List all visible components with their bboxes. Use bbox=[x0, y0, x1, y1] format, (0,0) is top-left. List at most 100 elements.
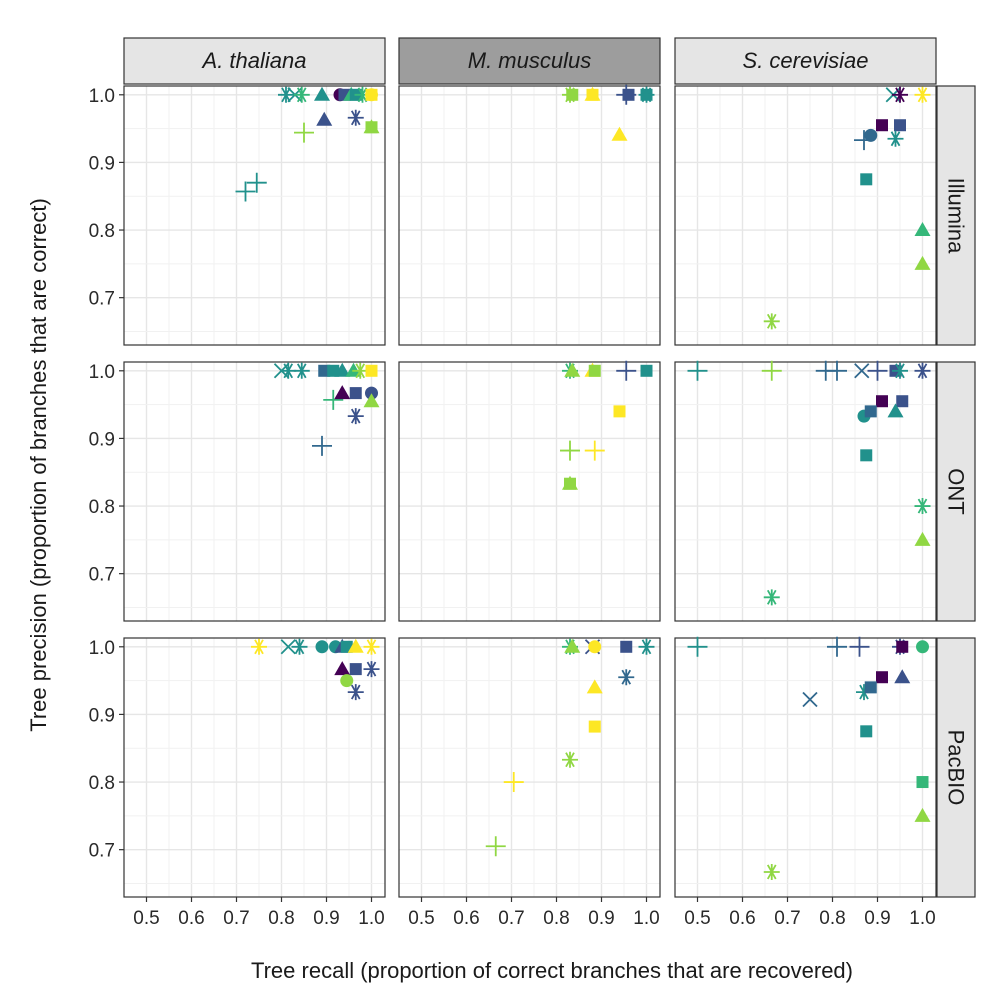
y-tick-label: 0.7 bbox=[89, 841, 115, 862]
x-tick-label: 1.0 bbox=[633, 908, 659, 929]
data-point-asterisk bbox=[914, 362, 931, 379]
column-strips: A. thaliana M. musculus S. cerevisiae bbox=[123, 37, 937, 85]
data-point-square bbox=[896, 395, 909, 408]
data-point-asterisk bbox=[280, 362, 297, 379]
data-point-triangle bbox=[564, 362, 581, 377]
data-point-plus bbox=[246, 172, 267, 193]
panel-border bbox=[674, 361, 937, 622]
column-strip-label: A. thaliana bbox=[201, 48, 307, 73]
y-tick-label: 0.8 bbox=[89, 497, 115, 518]
data-point-square bbox=[860, 449, 873, 462]
panel-points-1-2 bbox=[687, 360, 931, 606]
panel-background bbox=[399, 86, 660, 345]
data-point-triangle bbox=[564, 638, 581, 653]
panel-1-0 bbox=[123, 361, 386, 622]
data-point-asterisk bbox=[562, 751, 578, 768]
x-tick-label: 0.5 bbox=[408, 908, 434, 929]
data-point-asterisk bbox=[856, 684, 872, 701]
data-point-square bbox=[860, 173, 873, 186]
data-point-square bbox=[349, 663, 362, 676]
data-point-square bbox=[894, 119, 906, 132]
panel-points-0-1 bbox=[562, 84, 655, 141]
data-point-triangle bbox=[584, 86, 601, 101]
data-point-asterisk bbox=[914, 86, 931, 103]
y-tick-label: 1.0 bbox=[89, 362, 115, 383]
data-point-circle bbox=[365, 386, 378, 400]
data-point-plus bbox=[827, 636, 847, 657]
data-point-asterisk bbox=[347, 408, 364, 425]
data-point-triangle bbox=[914, 531, 931, 546]
data-point-square bbox=[896, 640, 909, 653]
data-point-plus bbox=[849, 636, 870, 657]
x-tick-label: 0.9 bbox=[864, 908, 890, 929]
data-point-square bbox=[622, 88, 635, 101]
x-tick-label: 0.8 bbox=[543, 908, 569, 929]
panel-0-2 bbox=[674, 85, 937, 346]
data-point-asterisk bbox=[763, 313, 780, 330]
data-point-square bbox=[349, 387, 362, 400]
panel-background bbox=[124, 86, 385, 345]
row-strip-bg bbox=[936, 637, 976, 898]
data-point-asterisk bbox=[347, 109, 364, 126]
data-point-triangle bbox=[334, 385, 351, 400]
x-tick-label: 0.8 bbox=[819, 908, 845, 929]
column-strip-bg bbox=[123, 37, 386, 85]
panel-points-1-0 bbox=[273, 362, 380, 456]
panel-gridlines bbox=[674, 638, 936, 897]
x-axis-title: Tree recall (proportion of correct branc… bbox=[251, 958, 853, 983]
data-point-triangle bbox=[345, 362, 362, 377]
data-point-triangle bbox=[914, 222, 931, 237]
data-point-square bbox=[564, 477, 576, 490]
x-tick-label: 0.9 bbox=[313, 908, 339, 929]
row-strip-label: ONT bbox=[944, 468, 969, 514]
column-strip-bg bbox=[674, 37, 937, 85]
panel-0-1 bbox=[398, 85, 661, 346]
data-point-asterisk bbox=[892, 362, 908, 379]
data-point-x bbox=[802, 691, 818, 708]
data-point-asterisk bbox=[763, 589, 780, 606]
data-point-square bbox=[365, 364, 378, 377]
data-point-square bbox=[876, 395, 888, 408]
data-point-plus bbox=[687, 636, 708, 657]
data-point-triangle bbox=[914, 255, 931, 270]
data-point-square bbox=[864, 405, 877, 418]
data-point-asterisk bbox=[887, 130, 904, 147]
x-tick-label: 0.8 bbox=[268, 908, 294, 929]
data-point-circle bbox=[916, 640, 929, 654]
data-point-triangle bbox=[611, 126, 628, 141]
x-tick-label: 0.7 bbox=[498, 908, 524, 929]
data-point-square bbox=[613, 405, 626, 418]
panel-background bbox=[124, 362, 385, 621]
data-point-plus bbox=[560, 440, 580, 461]
data-point-square bbox=[864, 681, 877, 694]
data-point-asterisk bbox=[347, 684, 364, 701]
panel-2-0 bbox=[123, 637, 386, 898]
data-point-asterisk bbox=[763, 863, 780, 880]
panel-gridlines bbox=[123, 362, 385, 621]
data-point-plus bbox=[503, 772, 524, 793]
panel-0-0 bbox=[123, 85, 386, 346]
y-tick-label: 1.0 bbox=[89, 638, 115, 659]
data-point-asterisk bbox=[363, 661, 380, 678]
panel-points-2-1 bbox=[485, 638, 655, 857]
y-tick-label: 0.9 bbox=[89, 429, 115, 450]
panel-border bbox=[398, 361, 661, 622]
data-point-triangle bbox=[894, 669, 911, 684]
data-point-plus bbox=[235, 181, 256, 202]
data-point-circle bbox=[588, 640, 602, 654]
panel-border bbox=[674, 85, 937, 346]
panel-background bbox=[675, 638, 936, 897]
data-point-asterisk bbox=[363, 638, 380, 655]
panel-1-1 bbox=[398, 361, 661, 622]
panel-1-2 bbox=[674, 361, 937, 622]
row-strip-bg bbox=[936, 361, 976, 622]
data-point-plus bbox=[761, 360, 782, 381]
panel-points-1-1 bbox=[560, 360, 653, 490]
data-point-triangle bbox=[314, 86, 330, 101]
panel-points-2-2 bbox=[687, 636, 931, 880]
x-axis-ticks: 0.5 0.6 0.7 0.8 0.9 1.0 0.5 0.6 0.7 0.8 0.9 1.0 0.5 0… bbox=[133, 897, 936, 929]
panel-background bbox=[399, 362, 660, 621]
data-point-square bbox=[876, 119, 888, 132]
panel-points-0-2 bbox=[763, 86, 931, 330]
